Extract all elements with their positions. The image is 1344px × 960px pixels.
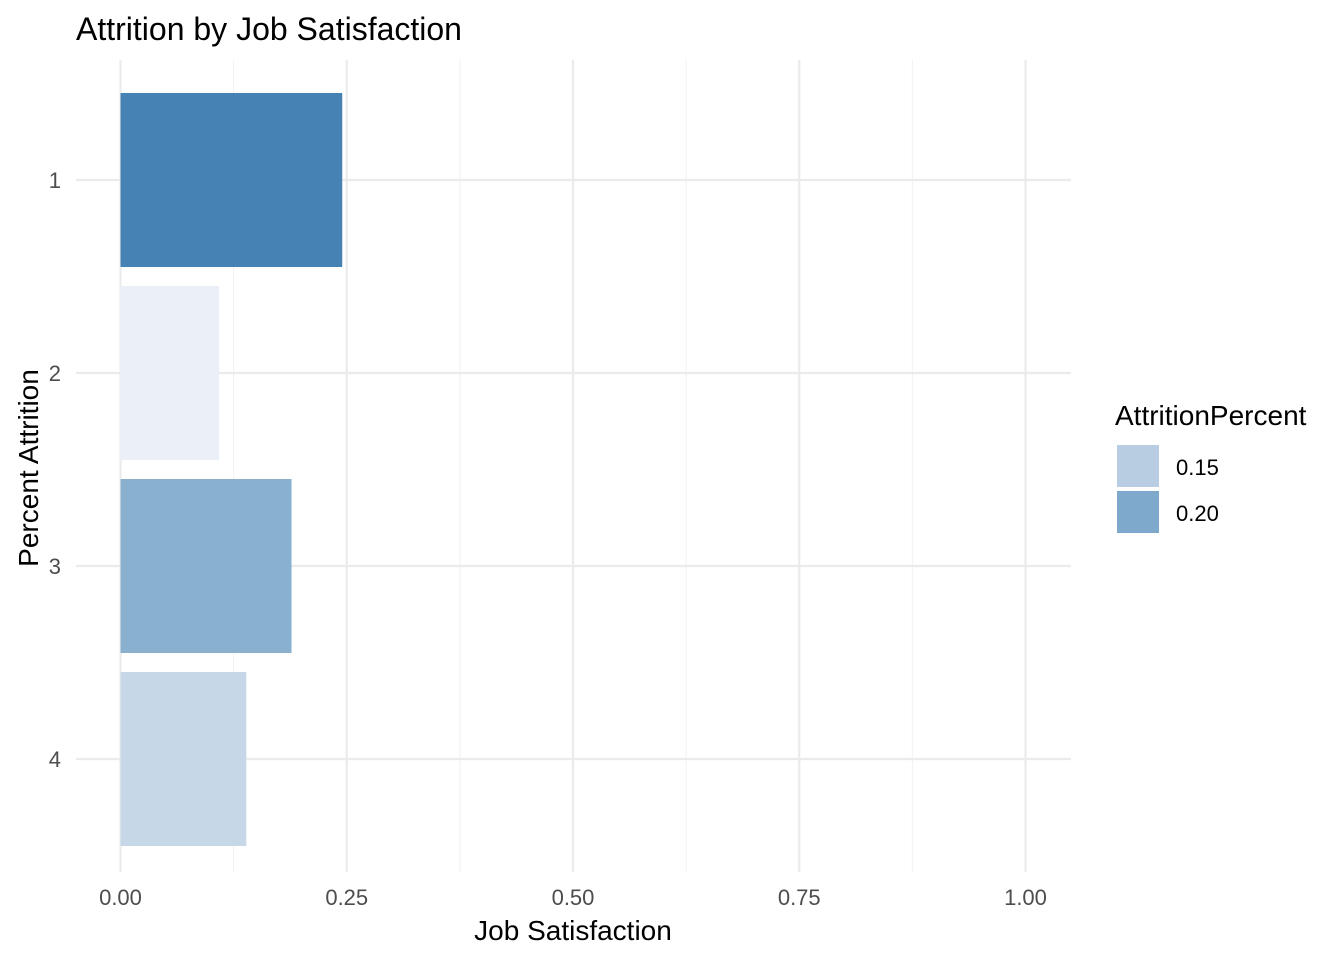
y-axis-title: Percent Attrition <box>13 369 44 567</box>
x-tick-label: 0.00 <box>99 885 142 910</box>
x-axis-title: Job Satisfaction <box>474 915 672 946</box>
x-tick-label: 0.50 <box>552 885 595 910</box>
y-tick-label: 4 <box>49 747 61 772</box>
x-tick-label: 1.00 <box>1004 885 1047 910</box>
y-tick-label: 1 <box>49 168 61 193</box>
legend: AttritionPercent 0.15 0.20 <box>1115 400 1307 533</box>
legend-label: 0.20 <box>1176 501 1219 526</box>
y-tick-label: 3 <box>49 554 61 579</box>
legend-title: AttritionPercent <box>1115 400 1307 431</box>
legend-label: 0.15 <box>1176 455 1219 480</box>
x-tick-label: 0.25 <box>325 885 368 910</box>
bar <box>120 672 247 846</box>
legend-swatch <box>1117 445 1159 487</box>
bar <box>120 479 292 653</box>
bars <box>120 93 343 846</box>
chart-title: Attrition by Job Satisfaction <box>76 11 462 47</box>
x-tick-label: 0.75 <box>778 885 821 910</box>
bar <box>120 93 343 267</box>
x-axis-ticks: 0.00 0.25 0.50 0.75 1.00 <box>99 885 1047 910</box>
y-axis-ticks: 1 2 3 4 <box>49 168 61 772</box>
legend-items: 0.15 0.20 <box>1117 445 1219 533</box>
legend-swatch <box>1117 491 1159 533</box>
y-tick-label: 2 <box>49 361 61 386</box>
bar <box>120 286 220 460</box>
